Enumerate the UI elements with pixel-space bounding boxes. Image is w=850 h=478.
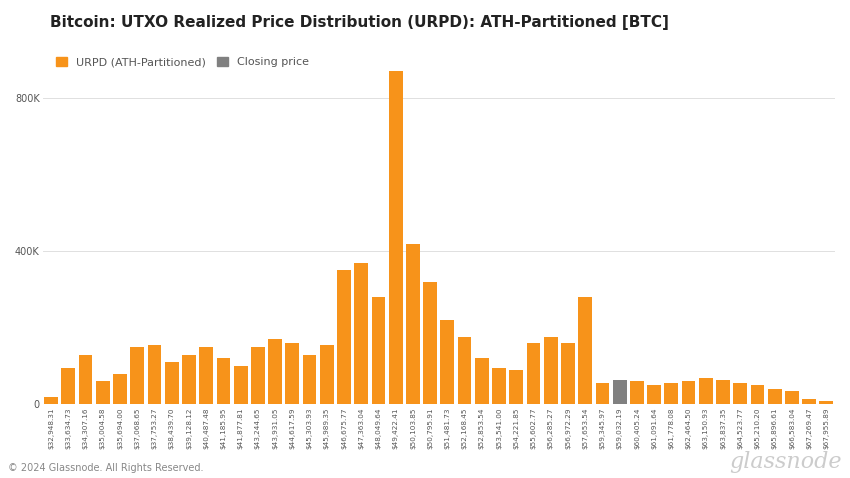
Bar — [768, 389, 782, 404]
Bar — [79, 355, 93, 404]
Bar — [509, 370, 524, 404]
Bar — [96, 381, 110, 404]
Bar — [819, 401, 833, 404]
Bar — [544, 337, 558, 404]
Bar — [457, 337, 472, 404]
Bar — [286, 343, 299, 404]
Bar — [613, 380, 626, 404]
Bar — [234, 366, 247, 404]
Bar — [165, 362, 178, 404]
Bar — [406, 244, 420, 404]
Bar — [682, 381, 695, 404]
Bar — [337, 271, 351, 404]
Bar — [527, 343, 541, 404]
Bar — [182, 355, 196, 404]
Bar — [44, 397, 58, 404]
Bar — [148, 345, 162, 404]
Text: Bitcoin: UTXO Realized Price Distribution (URPD): ATH-Partitioned [BTC]: Bitcoin: UTXO Realized Price Distributio… — [50, 15, 669, 30]
Bar — [320, 345, 334, 404]
Bar — [251, 347, 264, 404]
Text: glassnode: glassnode — [729, 451, 842, 473]
Bar — [130, 347, 145, 404]
Bar — [475, 358, 489, 404]
Bar — [269, 339, 282, 404]
Bar — [423, 282, 437, 404]
Legend: URPD (ATH-Partitioned), Closing price: URPD (ATH-Partitioned), Closing price — [56, 57, 309, 67]
Bar — [665, 383, 678, 404]
Bar — [113, 374, 127, 404]
Bar — [734, 383, 747, 404]
Bar — [354, 263, 368, 404]
Bar — [785, 391, 799, 404]
Bar — [561, 343, 575, 404]
Bar — [303, 355, 316, 404]
Bar — [647, 385, 661, 404]
Bar — [492, 368, 506, 404]
Bar — [630, 381, 643, 404]
Bar — [578, 297, 592, 404]
Bar — [699, 378, 712, 404]
Bar — [717, 380, 730, 404]
Bar — [802, 399, 816, 404]
Text: © 2024 Glassnode. All Rights Reserved.: © 2024 Glassnode. All Rights Reserved. — [8, 463, 204, 473]
Bar — [440, 320, 454, 404]
Bar — [217, 358, 230, 404]
Bar — [61, 368, 76, 404]
Bar — [371, 297, 385, 404]
Bar — [199, 347, 213, 404]
Bar — [596, 383, 609, 404]
Bar — [751, 385, 764, 404]
Bar — [388, 72, 403, 404]
